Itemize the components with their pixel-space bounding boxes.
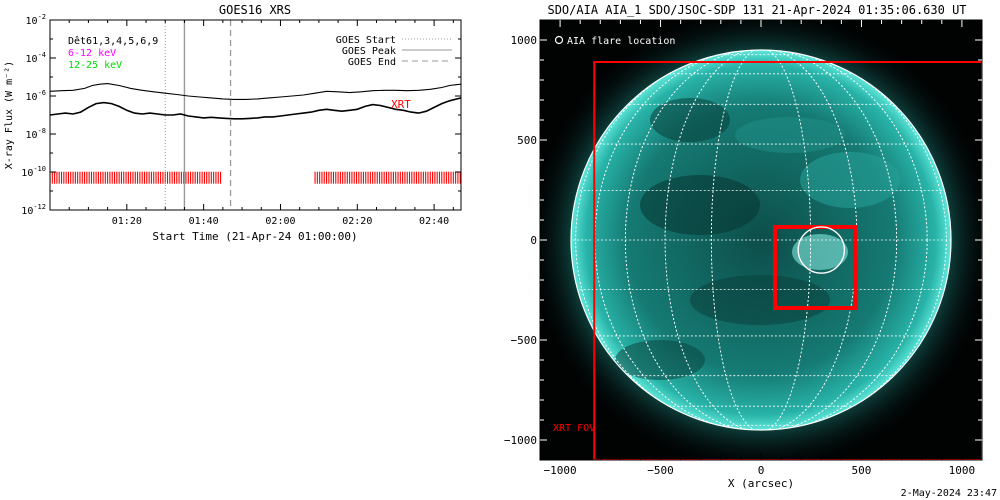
goes-x-tick-label: 02:00	[265, 216, 295, 227]
goes-y-tick-exponent: -6	[38, 89, 46, 97]
goes-y-tick-exponent: -12	[33, 203, 46, 211]
aia-legend: AIA flare location	[554, 35, 675, 47]
goes-y-tick-label: 10-10	[21, 165, 46, 179]
goes-y-tick-label: 10-2	[26, 13, 46, 27]
aia-x-tick-label: −500	[647, 464, 674, 477]
legend-goes-peak: GOES Peak	[342, 46, 396, 57]
goes-x-tick-label: 02:20	[342, 216, 372, 227]
goes-y-tick-exponent: -2	[38, 13, 46, 21]
footer-timestamp: 2-May-2024 23:47	[901, 488, 997, 499]
longitude-line	[710, 50, 812, 430]
aia-x-tick-label: 500	[852, 464, 872, 477]
goes-x-axis: 01:20 01:40 02:00 02:20 02:40	[68, 20, 454, 227]
goes-y-tick-label: 10-8	[26, 127, 46, 141]
goes-x-tick-label: 02:40	[419, 216, 449, 227]
aia-overlays	[593, 61, 982, 460]
aia-y-tick-label: −1000	[504, 434, 537, 447]
aia-x-tick-label: 1000	[949, 464, 976, 477]
goes-y-tick-exponent: -4	[38, 51, 46, 59]
heliographic-grid	[571, 50, 951, 430]
goes-legend-right: GOES Start GOES Peak GOES End	[336, 35, 452, 68]
solar-disk-features	[615, 98, 900, 380]
solar-limb	[570, 49, 952, 431]
aia-y-tick-label: 1000	[511, 34, 538, 47]
aia-x-axis: −1000 −500 0 500 1000	[544, 20, 976, 477]
goes-flux-line-upper	[50, 83, 461, 100]
aia-x-tick-label: 0	[758, 464, 765, 477]
goes-flux-series	[50, 83, 461, 120]
longitude-line	[575, 50, 947, 430]
aia-y-tick-label: −500	[511, 334, 538, 347]
aia-y-tick-label: 500	[517, 134, 537, 147]
xrt-coverage-ticks	[50, 171, 461, 184]
aia-legend-text: AIA flare location	[567, 36, 675, 47]
legend-detectors: Dêt61,3,4,5,6,9	[68, 35, 158, 47]
longitude-line	[624, 50, 898, 430]
goes-light-curve-chart: GOES16 XRS X-ray Flux (W m⁻²) Start Time…	[4, 3, 462, 243]
solar-disk	[571, 50, 951, 430]
aia-x-tick-label: −1000	[544, 464, 577, 477]
xrt-fov-label: XRT FOV	[553, 423, 595, 434]
legend-goes-end: GOES End	[348, 57, 396, 68]
goes-y-tick-label: 10-6	[26, 89, 46, 103]
aia-y-axis: 1000 500 0 −500 −1000	[504, 34, 982, 447]
aia-solar-image-panel: SDO/AIA AIA_1 SDO/JSOC-SDP 131 21-Apr-20…	[504, 3, 983, 490]
goes-flux-line-lower	[50, 97, 461, 120]
goes-y-tick-exponent: -8	[38, 127, 46, 135]
longitude-line	[594, 50, 928, 430]
goes-y-tick-label: 10-12	[21, 203, 46, 217]
goes-y-tick-exponent: -10	[33, 165, 46, 173]
aia-flare-location-circle	[797, 226, 846, 274]
xrt-label: XRT	[391, 98, 411, 111]
aia-y-tick-label: 0	[530, 234, 537, 247]
xrt-fov-box	[593, 61, 982, 460]
goes-legend-left: Dêt61,3,4,5,6,9 6-12 keV 12-25 keV	[68, 35, 158, 71]
legend-6-12-kev: 6-12 keV	[68, 48, 116, 59]
legend-goes-start: GOES Start	[336, 35, 396, 46]
goes-x-tick-label: 01:20	[112, 216, 142, 227]
goes-x-axis-label: Start Time (21-Apr-24 01:00:00)	[152, 230, 357, 243]
goes-x-tick-label: 01:40	[189, 216, 219, 227]
goes-y-tick-label: 10-4	[26, 51, 46, 65]
aia-image-title: SDO/AIA AIA_1 SDO/JSOC-SDP 131 21-Apr-20…	[547, 3, 966, 17]
aia-x-axis-label: X (arcsec)	[728, 477, 794, 490]
goes-y-axis-label: X-ray Flux (W m⁻²)	[4, 61, 15, 169]
legend-12-25-kev: 12-25 keV	[68, 60, 122, 71]
goes-chart-title: GOES16 XRS	[219, 3, 291, 17]
flare-location-legend-icon	[554, 35, 564, 45]
